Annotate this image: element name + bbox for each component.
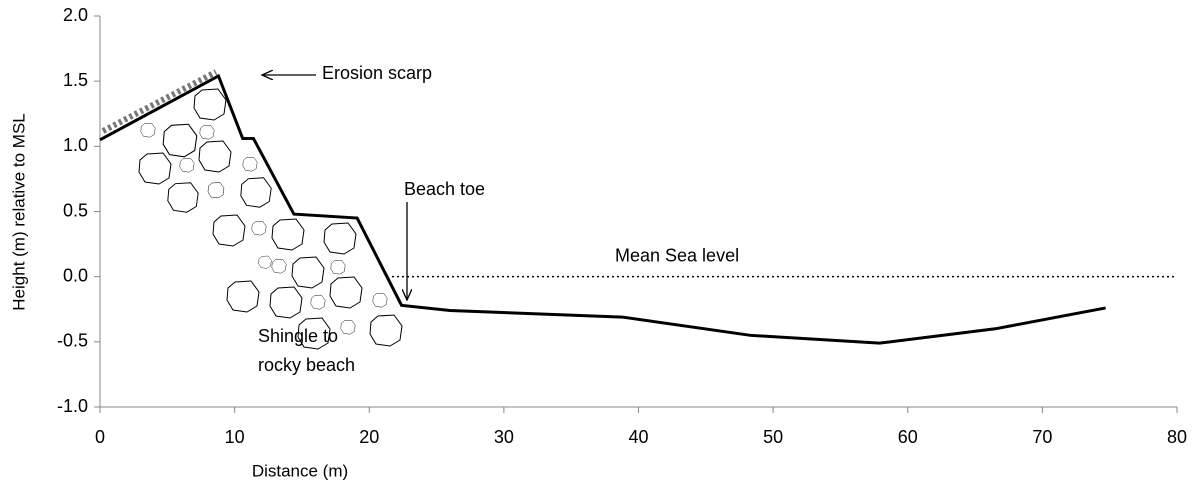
rock — [212, 214, 246, 247]
x-tick-label: 60 — [898, 427, 918, 447]
rock — [162, 123, 198, 158]
rock — [226, 280, 260, 313]
annotation: rocky beach — [258, 355, 355, 375]
rock — [198, 140, 232, 173]
rock — [193, 88, 227, 121]
y-tick-label: 0.0 — [63, 265, 88, 285]
rock — [369, 314, 403, 347]
rock — [251, 221, 267, 236]
rock — [138, 152, 172, 185]
rock — [269, 286, 303, 319]
rocks — [138, 88, 403, 350]
y-axis-title: Height (m) relative to MSL — [9, 113, 28, 310]
x-axis-title: Distance (m) — [252, 461, 348, 480]
x-tick-label: 80 — [1167, 427, 1187, 447]
rock — [199, 125, 215, 140]
profile-line — [99, 73, 1106, 345]
rock — [310, 295, 326, 310]
x-tick-label: 10 — [225, 427, 245, 447]
y-tick-label: -0.5 — [57, 331, 88, 351]
y-tick-label: 1.5 — [63, 70, 88, 90]
rock — [240, 177, 272, 208]
sea-level-label: Mean Sea level — [615, 245, 739, 265]
rock — [340, 320, 356, 335]
rock — [323, 222, 357, 255]
annotation: Shingle to — [258, 326, 338, 346]
rock — [167, 182, 199, 213]
rock — [258, 255, 272, 269]
rock — [329, 276, 363, 309]
x-tick-label: 70 — [1032, 427, 1052, 447]
y-tick-label: -1.0 — [57, 396, 88, 416]
rock — [271, 218, 305, 251]
rock — [242, 157, 258, 172]
y-tick-label: 1.0 — [63, 135, 88, 155]
x-tick-label: 40 — [628, 427, 648, 447]
rock — [330, 260, 346, 275]
y-tick-label: 0.5 — [63, 200, 88, 220]
annotation: Erosion scarp — [322, 63, 432, 83]
annotation: Beach toe — [404, 179, 485, 199]
x-tick-label: 30 — [494, 427, 514, 447]
x-tick-label: 0 — [95, 427, 105, 447]
rock — [291, 256, 325, 289]
x-tick-label: 20 — [359, 427, 379, 447]
rock — [179, 158, 195, 173]
y-tick-label: 2.0 — [63, 5, 88, 25]
rock — [140, 123, 156, 138]
rock — [271, 259, 287, 274]
rock — [207, 182, 225, 199]
rock — [372, 293, 388, 308]
x-tick-label: 50 — [763, 427, 783, 447]
